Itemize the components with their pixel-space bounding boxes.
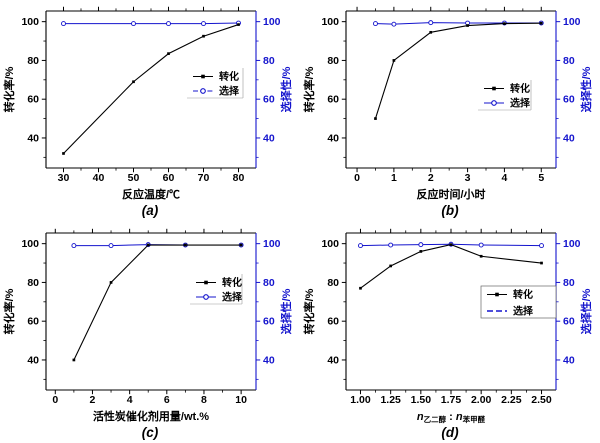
svg-text:60: 60 (563, 94, 575, 106)
svg-text:转化: 转化 (513, 288, 533, 301)
svg-text:80: 80 (563, 277, 575, 289)
svg-text:转化: 转化 (219, 70, 239, 83)
svg-text:6: 6 (164, 394, 170, 406)
svg-text:选择: 选择 (222, 290, 243, 303)
svg-text:1.75: 1.75 (441, 394, 462, 406)
svg-text:选择性/%: 选择性/% (279, 66, 293, 112)
svg-text:60: 60 (563, 316, 575, 328)
svg-text:选择性/%: 选择性/% (279, 288, 293, 334)
svg-text:100: 100 (563, 238, 581, 250)
svg-text:2.00: 2.00 (471, 394, 492, 406)
svg-text:5: 5 (538, 172, 544, 184)
svg-text:70: 70 (198, 172, 210, 184)
svg-text:100: 100 (321, 238, 339, 250)
svg-text:转化率/%: 转化率/% (302, 288, 316, 334)
svg-text:80: 80 (563, 55, 575, 67)
svg-text:100: 100 (21, 238, 39, 250)
svg-text:100: 100 (263, 238, 281, 250)
svg-text:2: 2 (428, 172, 434, 184)
svg-text:80: 80 (263, 277, 275, 289)
svg-text:100: 100 (263, 16, 281, 28)
svg-text:选择: 选择 (219, 84, 240, 97)
svg-text:(d): (d) (441, 425, 459, 440)
svg-text:60: 60 (163, 172, 175, 184)
svg-text:选择: 选择 (510, 96, 531, 109)
svg-text:80: 80 (27, 55, 39, 67)
svg-text:3: 3 (465, 172, 471, 184)
svg-text:60: 60 (263, 316, 275, 328)
svg-text:30: 30 (58, 172, 70, 184)
svg-text:反应温度/℃: 反应温度/℃ (122, 187, 180, 201)
svg-text:40: 40 (27, 132, 39, 144)
svg-text:40: 40 (263, 354, 275, 366)
svg-text:1.50: 1.50 (411, 394, 432, 406)
svg-text:反应时间/小时: 反应时间/小时 (416, 187, 485, 201)
svg-text:0: 0 (52, 394, 58, 406)
svg-text:选择性/%: 选择性/% (579, 288, 593, 334)
svg-text:10: 10 (235, 394, 247, 406)
svg-text:0: 0 (354, 172, 360, 184)
svg-text:转化: 转化 (510, 82, 530, 95)
svg-text:选择: 选择 (513, 304, 534, 317)
svg-text:活性炭催化剂用量/wt.%: 活性炭催化剂用量/wt.% (93, 409, 209, 423)
svg-text:4: 4 (501, 172, 507, 184)
svg-text:60: 60 (263, 94, 275, 106)
svg-text:1.25: 1.25 (380, 394, 401, 406)
svg-text:40: 40 (93, 172, 105, 184)
svg-text:转化率/%: 转化率/% (2, 66, 16, 112)
svg-text:80: 80 (27, 277, 39, 289)
svg-text:40: 40 (327, 354, 339, 366)
svg-text:1: 1 (391, 172, 397, 184)
svg-text:100: 100 (21, 16, 39, 28)
svg-text:40: 40 (27, 354, 39, 366)
svg-text:(c): (c) (142, 425, 159, 440)
svg-text:40: 40 (563, 132, 575, 144)
svg-text:2: 2 (90, 394, 96, 406)
svg-text:4: 4 (127, 394, 133, 406)
svg-text:80: 80 (263, 55, 275, 67)
svg-text:60: 60 (327, 94, 339, 106)
svg-text:2.25: 2.25 (501, 394, 522, 406)
svg-text:1.00: 1.00 (350, 394, 371, 406)
svg-text:50: 50 (128, 172, 140, 184)
svg-text:选择性/%: 选择性/% (579, 66, 593, 112)
svg-text:(a): (a) (142, 203, 159, 218)
svg-text:100: 100 (321, 16, 339, 28)
svg-text:转化率/%: 转化率/% (2, 288, 16, 334)
svg-text:80: 80 (233, 172, 245, 184)
svg-text:40: 40 (563, 354, 575, 366)
svg-text:(b): (b) (441, 203, 459, 218)
svg-text:2.50: 2.50 (531, 394, 552, 406)
svg-text:60: 60 (27, 94, 39, 106)
svg-text:40: 40 (263, 132, 275, 144)
svg-text:60: 60 (327, 316, 339, 328)
svg-text:60: 60 (27, 316, 39, 328)
svg-text:转化: 转化 (222, 276, 242, 289)
svg-text:100: 100 (563, 16, 581, 28)
svg-text:40: 40 (327, 132, 339, 144)
svg-text:80: 80 (327, 55, 339, 67)
svg-text:80: 80 (327, 277, 339, 289)
svg-text:8: 8 (201, 394, 207, 406)
svg-text:转化率/%: 转化率/% (302, 66, 316, 112)
